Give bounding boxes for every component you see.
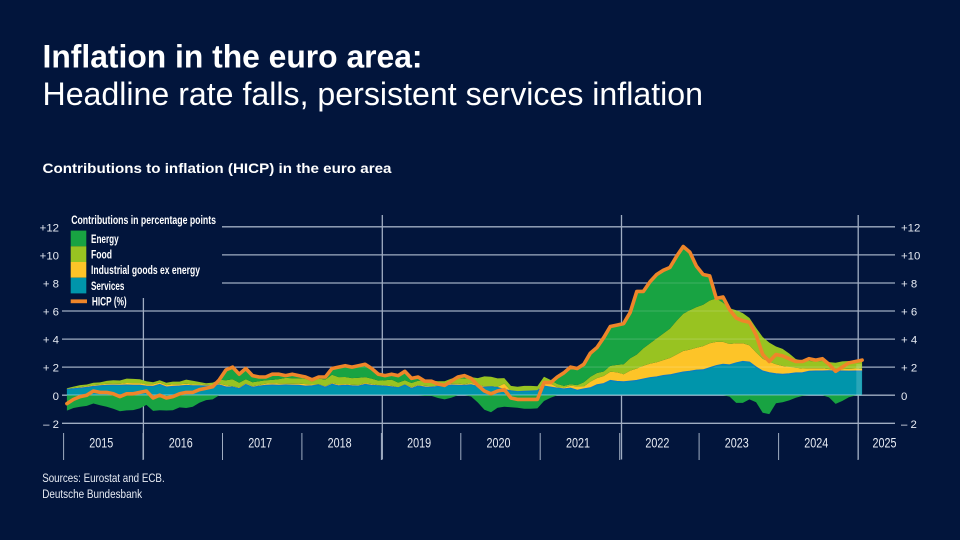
- svg-text:+ 6: + 6: [901, 307, 917, 319]
- svg-text:Deutsche Bundesbank: Deutsche Bundesbank: [42, 487, 143, 501]
- svg-text:+10: +10: [901, 251, 920, 263]
- svg-text:+ 4: + 4: [43, 335, 59, 347]
- svg-text:Contributions to inflation (HI: Contributions to inflation (HICP) in the…: [43, 161, 392, 176]
- svg-text:0: 0: [53, 391, 59, 403]
- svg-text:2019: 2019: [407, 435, 431, 450]
- svg-text:+ 2: + 2: [43, 363, 59, 375]
- svg-text:Industrial goods ex energy: Industrial goods ex energy: [91, 265, 200, 277]
- svg-text:+ 6: + 6: [43, 307, 59, 319]
- svg-text:2017: 2017: [248, 435, 272, 450]
- svg-text:– 2: – 2: [43, 419, 59, 431]
- svg-text:2020: 2020: [487, 435, 511, 450]
- svg-text:+ 8: + 8: [43, 279, 59, 291]
- svg-text:Services: Services: [91, 281, 124, 293]
- svg-text:Contributions in percentage po: Contributions in percentage points: [71, 213, 216, 227]
- svg-text:+ 4: + 4: [901, 335, 917, 347]
- svg-text:+10: +10: [40, 251, 59, 263]
- svg-text:0: 0: [901, 391, 907, 403]
- svg-text:2015: 2015: [89, 435, 113, 450]
- svg-text:Inflation in the euro area:: Inflation in the euro area:: [43, 39, 423, 75]
- svg-text:2024: 2024: [804, 435, 828, 450]
- svg-text:+12: +12: [40, 222, 59, 234]
- svg-text:Headline rate falls, persisten: Headline rate falls, persistent services…: [43, 76, 704, 112]
- svg-text:– 2: – 2: [901, 419, 917, 431]
- svg-text:+12: +12: [901, 222, 920, 234]
- svg-text:Energy: Energy: [91, 234, 119, 246]
- svg-text:2021: 2021: [566, 435, 590, 450]
- svg-text:2018: 2018: [328, 435, 352, 450]
- svg-text:Sources: Eurostat and ECB.: Sources: Eurostat and ECB.: [42, 471, 165, 485]
- svg-text:+ 2: + 2: [901, 363, 917, 375]
- svg-text:+ 8: + 8: [901, 279, 917, 291]
- svg-text:2023: 2023: [725, 435, 749, 450]
- svg-text:2022: 2022: [645, 435, 669, 450]
- svg-text:2025: 2025: [873, 435, 897, 450]
- svg-text:2016: 2016: [169, 435, 193, 450]
- svg-text:Food: Food: [91, 249, 112, 261]
- svg-text:HICP (%): HICP (%): [92, 296, 127, 308]
